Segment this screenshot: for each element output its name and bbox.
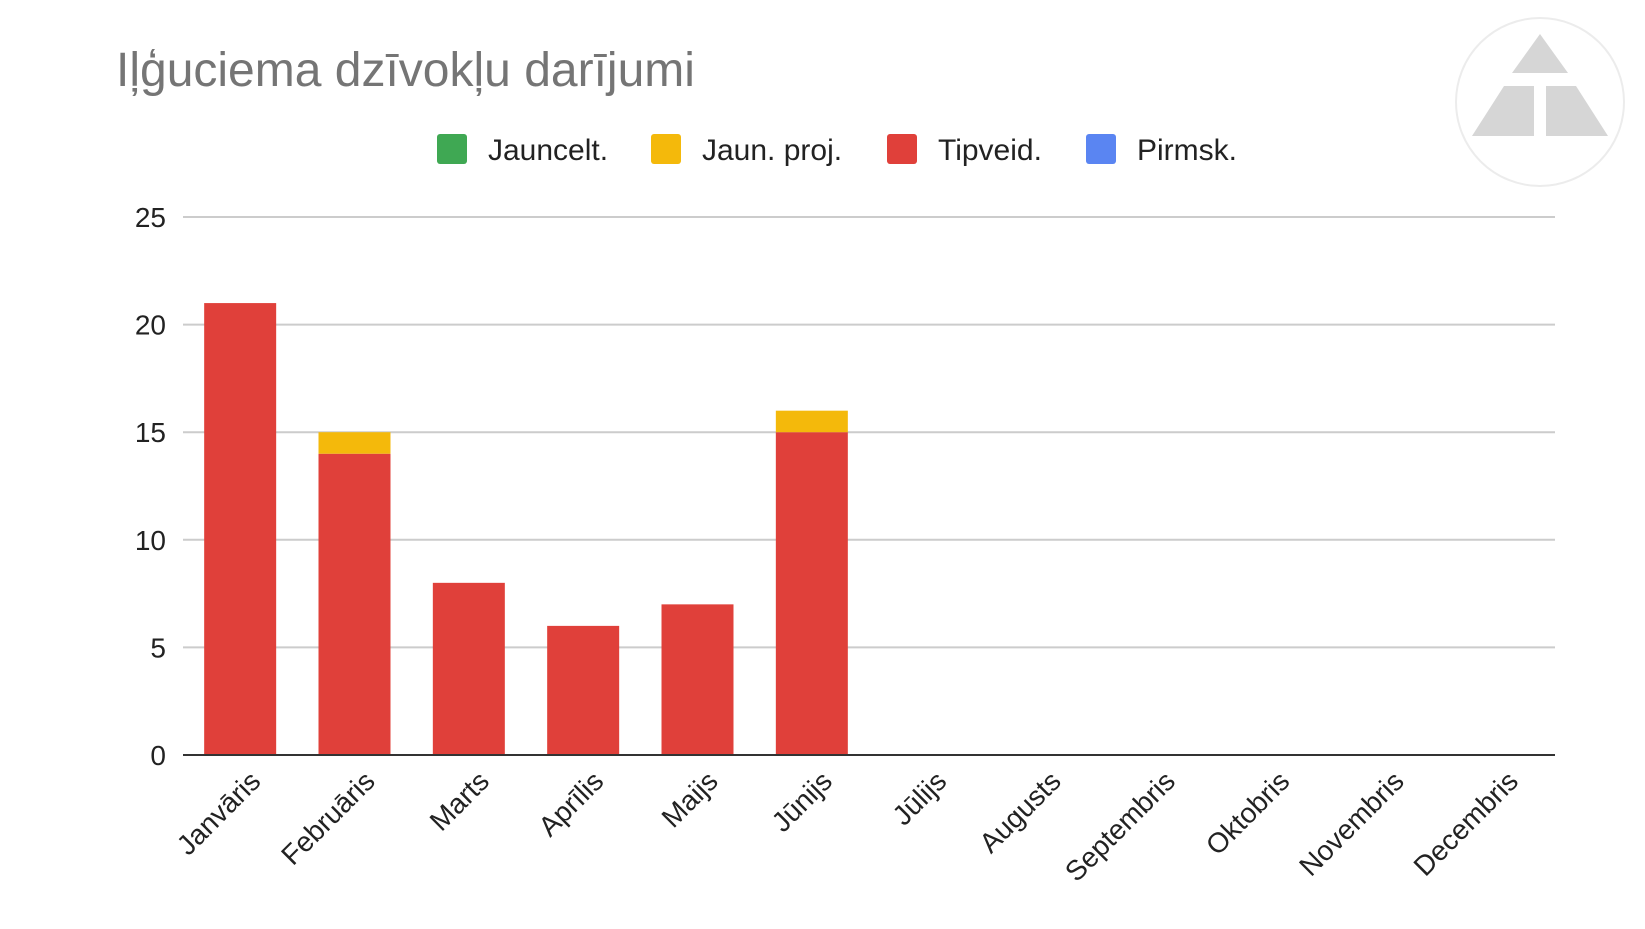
chart-bars — [204, 303, 848, 755]
bar-Februāris-Jaun. proj. — [318, 432, 391, 454]
y-tick-label: 5 — [150, 632, 166, 663]
legend-label: Pirmsk. — [1137, 134, 1237, 167]
x-tick-label: Jūlijs — [886, 765, 952, 831]
chart-title: Iļģuciema dzīvokļu darījumi — [116, 44, 695, 97]
bar-Jūnijs-Jaun. proj. — [775, 410, 848, 433]
legend-label: Jaun. proj. — [702, 134, 842, 167]
logo-left-trapezoid — [1472, 86, 1534, 136]
x-tick-label: Jūnijs — [766, 765, 839, 838]
legend-swatch — [1086, 134, 1116, 164]
legend-swatch — [437, 134, 467, 164]
chart-legend: Jauncelt. Jaun. proj. Tipveid. Pirmsk. — [437, 134, 1237, 167]
y-tick-label: 15 — [135, 417, 166, 448]
legend-label: Tipveid. — [938, 134, 1042, 167]
x-tick-label: Septembris — [1059, 765, 1181, 887]
x-axis-ticks: Janvāris Februāris Marts Aprīlis Maijs Jūnijs… — [171, 765, 1524, 887]
legend-swatch — [651, 134, 681, 164]
logo-top-triangle — [1512, 34, 1568, 73]
legend-swatch — [887, 134, 917, 164]
triangle-logo-icon — [1455, 17, 1625, 187]
bar-Janvāris-Tipveid. — [204, 303, 277, 755]
logo-right-trapezoid — [1546, 86, 1608, 136]
x-tick-label: Februāris — [275, 765, 381, 871]
x-tick-label: Novembris — [1293, 765, 1410, 882]
x-tick-label: Janvāris — [171, 765, 267, 861]
x-tick-label: Oktobris — [1200, 765, 1296, 861]
x-tick-label: Marts — [424, 765, 495, 836]
y-tick-label: 0 — [150, 740, 166, 771]
y-tick-label: 25 — [135, 202, 166, 233]
x-tick-label: Aprīlis — [532, 765, 609, 842]
chart-gridlines — [183, 216, 1555, 649]
legend-label: Jauncelt. — [488, 134, 608, 167]
bar-Marts-Tipveid. — [432, 582, 505, 755]
x-tick-label: Maijs — [656, 765, 724, 833]
y-tick-label: 20 — [135, 310, 166, 341]
y-tick-label: 10 — [135, 525, 166, 556]
bar-Jūnijs-Tipveid. — [775, 432, 848, 755]
logo-circle — [1455, 17, 1625, 187]
x-tick-label: Decembris — [1408, 765, 1525, 882]
x-tick-label: Augusts — [973, 765, 1066, 858]
bar-Februāris-Tipveid. — [318, 453, 391, 755]
y-axis-ticks: 0 5 10 15 20 25 — [135, 202, 166, 771]
bar-Maijs-Tipveid. — [661, 604, 734, 755]
bar-Aprīlis-Tipveid. — [547, 625, 620, 755]
